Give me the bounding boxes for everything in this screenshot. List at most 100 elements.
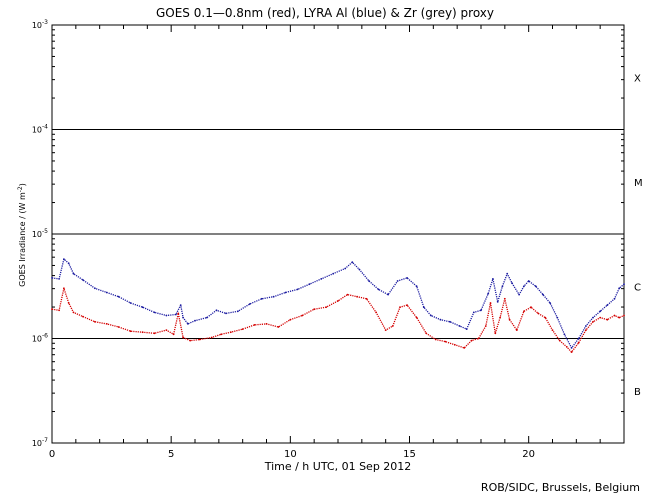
data-point [72,311,75,314]
data-point [487,292,490,295]
data-point [206,316,208,319]
data-point [472,311,475,314]
data-point [72,272,75,275]
data-point [253,324,256,326]
data-point [508,318,511,321]
data-point [82,279,84,281]
data-point [241,328,244,330]
y-tick-label: 10-6 [32,333,48,344]
data-point [129,330,132,333]
data-point [260,297,263,300]
data-point [537,312,540,315]
data-point [577,341,580,344]
data-point [415,285,418,288]
x-axis-label: Time / h UTC, 01 Sep 2012 [264,460,412,473]
data-point [358,268,361,271]
data-point [337,300,339,302]
data-point [496,301,499,303]
data-point [356,295,358,298]
data-point [439,318,442,321]
data-point [117,326,120,328]
data-point [599,310,602,313]
data-point [175,313,177,316]
data-point [613,314,616,317]
data-point [105,323,108,325]
data-point [325,306,327,309]
data-point [458,325,461,327]
data-point [511,282,513,284]
data-point [444,340,447,343]
data-point [499,316,501,319]
data-point [534,285,537,288]
data-point [301,314,304,317]
y-tick-label-base: 10 [32,230,42,239]
data-point [399,306,401,309]
y-tick-label-base: 10 [32,439,42,448]
x-tick-label: 15 [403,449,416,460]
data-point [425,332,428,335]
y-axis-label: GOES Irradiance / (W m-2) [17,183,27,287]
flare-class-c: C [634,282,641,293]
data-point [182,336,185,339]
data-point [563,333,566,336]
data-point [549,302,551,304]
y-tick-label-base: 10 [32,21,42,30]
data-point [406,277,408,279]
footer-credit: ROB/SIDC, Brussels, Belgium [480,481,640,494]
data-point [585,325,587,327]
data-point [501,285,504,288]
flare-class-b: B [634,387,641,398]
data-point [141,306,144,309]
data-point [484,325,487,327]
y-tick-label-exp: -5 [42,228,48,235]
data-point [449,320,451,323]
y-axis-label-end: ) [18,183,27,186]
flare-class-x: X [634,73,641,84]
data-point [67,302,70,304]
data-point [492,278,494,280]
y-axis-label-sup: -2 [17,186,24,192]
data-point [215,309,218,312]
data-point [105,291,108,294]
data-point [320,278,323,280]
data-point [94,320,96,323]
data-point [384,329,387,331]
data-point [58,278,60,280]
data-point [313,308,316,311]
data-point [523,285,525,288]
data-point [606,318,609,321]
data-point [332,272,335,275]
data-point [365,297,368,300]
data-point [523,310,525,313]
data-point [284,291,287,294]
data-point [592,320,594,323]
data-point [58,309,60,312]
data-point [210,336,213,339]
data-point [220,333,223,336]
data-point [63,287,65,290]
data-point [94,287,96,290]
data-point [527,280,530,282]
data-point [82,315,84,318]
data-point [544,316,547,319]
flare-class-m: M [634,178,643,189]
data-point [515,329,518,331]
data-point [229,331,232,334]
data-point [272,295,275,298]
data-point [51,277,53,279]
chart-title: GOES 0.1—0.8nm (red), LYRA Al (blue) & Z… [156,6,494,20]
data-point [396,280,399,282]
data-point [377,288,380,291]
y-tick-label: 10-7 [32,437,48,448]
data-point [613,297,616,300]
data-point [430,314,432,317]
data-point [503,297,506,300]
data-point [63,258,65,260]
data-point [248,303,251,305]
data-point [182,316,185,319]
y-tick-label: 10-5 [32,228,48,239]
series-goes [51,287,625,353]
y-tick-label: 10-4 [32,124,48,135]
data-point [470,339,473,342]
